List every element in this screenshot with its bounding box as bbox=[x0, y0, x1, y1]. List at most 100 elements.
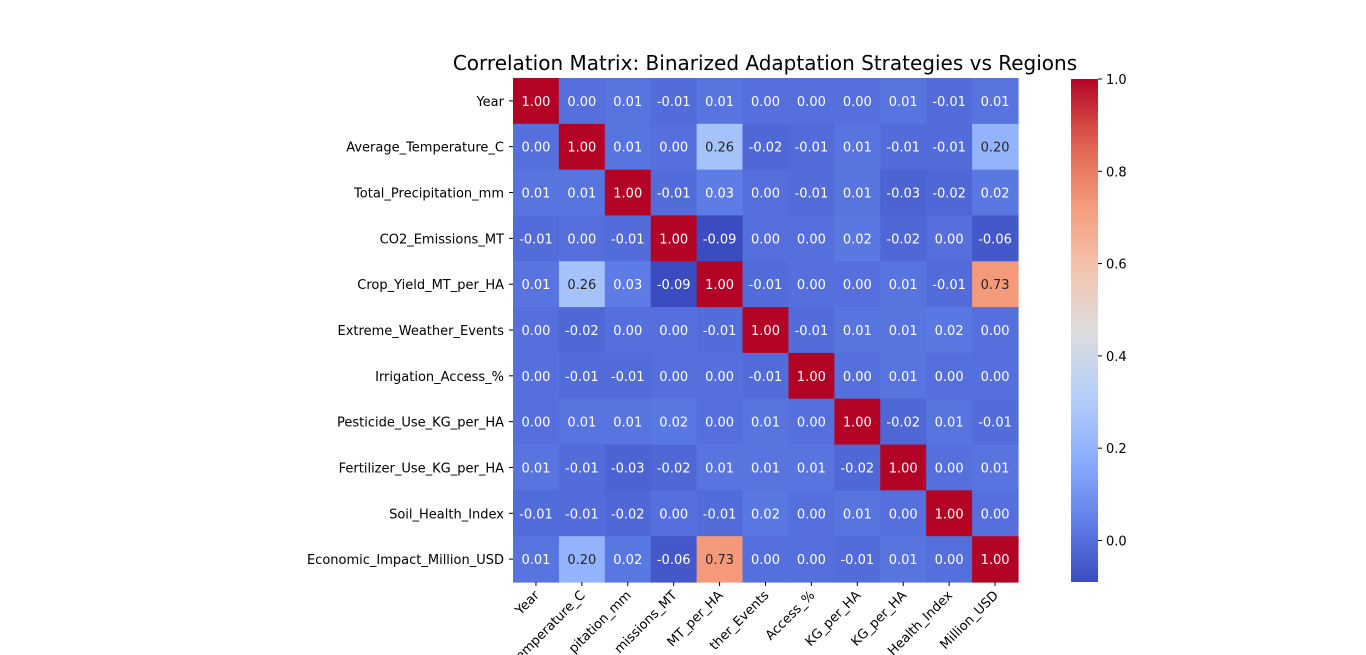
heatmap-cell bbox=[880, 215, 927, 262]
cell-value-label: 0.01 bbox=[613, 141, 642, 156]
heatmap-cell bbox=[696, 169, 744, 217]
y-tick-label: Soil_Health_Index bbox=[389, 507, 504, 522]
cell-value-label: -0.02 bbox=[749, 141, 783, 156]
heatmap-cell bbox=[926, 78, 973, 125]
heatmap-cell bbox=[696, 398, 744, 446]
y-tick-label: Economic_Impact_Million_USD bbox=[307, 553, 504, 568]
cell-value-label: 0.00 bbox=[797, 553, 826, 568]
heatmap-cell bbox=[696, 536, 744, 583]
cell-value-label: -0.06 bbox=[978, 232, 1012, 247]
cell-value-label: 0.01 bbox=[521, 187, 550, 202]
heatmap-cell bbox=[926, 215, 973, 262]
heatmap-cell bbox=[788, 444, 835, 491]
heatmap-cell bbox=[742, 261, 790, 308]
cell-value-label: 0.00 bbox=[751, 187, 780, 202]
heatmap-cell bbox=[513, 78, 560, 125]
cell-value-label: -0.01 bbox=[611, 370, 645, 385]
heatmap-cell bbox=[926, 444, 973, 491]
heatmap-cell bbox=[972, 215, 1019, 262]
heatmap-cell bbox=[788, 78, 835, 125]
heatmap-cell bbox=[972, 123, 1019, 171]
cell-value-label: -0.02 bbox=[565, 324, 599, 339]
cell-value-label: -0.01 bbox=[840, 553, 874, 568]
cell-value-label: 0.00 bbox=[521, 141, 550, 156]
y-tick-label: Average_Temperature_C bbox=[346, 141, 504, 156]
cell-value-label: -0.01 bbox=[932, 141, 966, 156]
cell-value-label: -0.01 bbox=[886, 141, 920, 156]
cell-value-label: 0.01 bbox=[889, 278, 918, 293]
cell-value-label: 0.00 bbox=[567, 232, 596, 247]
cell-value-label: 1.00 bbox=[659, 232, 688, 247]
x-axis-tick-labels: Yearemperature_Cpitation_mmmissions_MTMT… bbox=[512, 582, 1002, 655]
cell-value-label: 0.00 bbox=[843, 95, 872, 110]
heatmap-cell bbox=[650, 490, 698, 537]
heatmap-cell bbox=[972, 398, 1019, 446]
cell-value-label: 0.73 bbox=[981, 278, 1010, 293]
cell-value-label: 1.00 bbox=[935, 507, 964, 522]
heatmap-cell bbox=[696, 444, 744, 491]
heatmap-cell bbox=[513, 490, 560, 537]
cell-value-label: 0.01 bbox=[843, 141, 872, 156]
heatmap-cell bbox=[834, 78, 881, 125]
cell-value-label: 0.02 bbox=[751, 507, 780, 522]
cell-value-label: 0.00 bbox=[751, 553, 780, 568]
colorbar-tick-label: 0.6 bbox=[1106, 258, 1127, 273]
heatmap-cell bbox=[604, 123, 652, 171]
cell-value-label: 0.00 bbox=[797, 416, 826, 431]
y-tick-label: Year bbox=[475, 95, 504, 110]
cell-value-label: 0.01 bbox=[521, 278, 550, 293]
cell-value-label: 0.20 bbox=[981, 141, 1010, 156]
cell-value-label: 0.00 bbox=[935, 553, 964, 568]
cell-value-label: 0.00 bbox=[935, 461, 964, 476]
cell-value-label: 0.73 bbox=[705, 553, 734, 568]
heatmap-cell bbox=[558, 78, 606, 125]
heatmap-cell bbox=[604, 398, 652, 446]
heatmap-cell bbox=[834, 307, 881, 354]
heatmap-cell bbox=[926, 398, 973, 446]
cell-value-label: -0.01 bbox=[657, 95, 691, 110]
heatmap-cell bbox=[604, 215, 652, 262]
heatmap-cell bbox=[834, 352, 881, 400]
cell-value-label: 0.00 bbox=[935, 370, 964, 385]
cell-value-label: 0.01 bbox=[705, 95, 734, 110]
heatmap-cell bbox=[880, 536, 927, 583]
cell-value-label: 0.00 bbox=[981, 324, 1010, 339]
cell-value-label: 0.02 bbox=[935, 324, 964, 339]
cell-value-label: 0.01 bbox=[981, 461, 1010, 476]
cell-value-label: 0.00 bbox=[797, 232, 826, 247]
cell-value-label: 1.00 bbox=[751, 324, 780, 339]
heatmap-cell bbox=[742, 352, 790, 400]
colorbar-tick-label: 0.0 bbox=[1106, 534, 1127, 549]
cell-value-label: 0.01 bbox=[889, 324, 918, 339]
cell-value-label: -0.02 bbox=[840, 461, 874, 476]
heatmap-cell bbox=[650, 352, 698, 400]
cell-value-label: 0.00 bbox=[659, 141, 688, 156]
cell-value-label: 0.03 bbox=[705, 187, 734, 202]
heatmap-cell bbox=[650, 536, 698, 583]
heatmap-cell bbox=[834, 169, 881, 217]
cell-value-label: 0.00 bbox=[797, 507, 826, 522]
cell-value-label: 0.01 bbox=[567, 187, 596, 202]
cell-value-label: -0.01 bbox=[932, 278, 966, 293]
cell-value-label: 0.00 bbox=[981, 507, 1010, 522]
heatmap-cell bbox=[604, 307, 652, 354]
y-tick-label: Fertilizer_Use_KG_per_HA bbox=[339, 461, 504, 476]
cell-value-label: 0.00 bbox=[797, 95, 826, 110]
heatmap-cell bbox=[696, 490, 744, 537]
heatmap-cell bbox=[788, 536, 835, 583]
x-tick-label: Year bbox=[512, 588, 543, 619]
cell-value-label: -0.01 bbox=[795, 324, 829, 339]
cell-value-label: 0.01 bbox=[521, 553, 550, 568]
heatmap-cell bbox=[558, 169, 606, 217]
cell-value-label: 0.01 bbox=[797, 461, 826, 476]
heatmap-cell bbox=[696, 307, 744, 354]
heatmap-cell bbox=[880, 398, 927, 446]
cell-value-label: 0.00 bbox=[567, 95, 596, 110]
heatmap-cell bbox=[604, 261, 652, 308]
colorbar: 0.0 0.2 0.4 0.6 0.8 1.0 bbox=[1071, 73, 1127, 582]
cell-value-label: -0.01 bbox=[978, 416, 1012, 431]
cell-value-label: 0.00 bbox=[935, 232, 964, 247]
heatmap-cell bbox=[742, 123, 790, 171]
cell-value-label: 1.00 bbox=[889, 461, 918, 476]
